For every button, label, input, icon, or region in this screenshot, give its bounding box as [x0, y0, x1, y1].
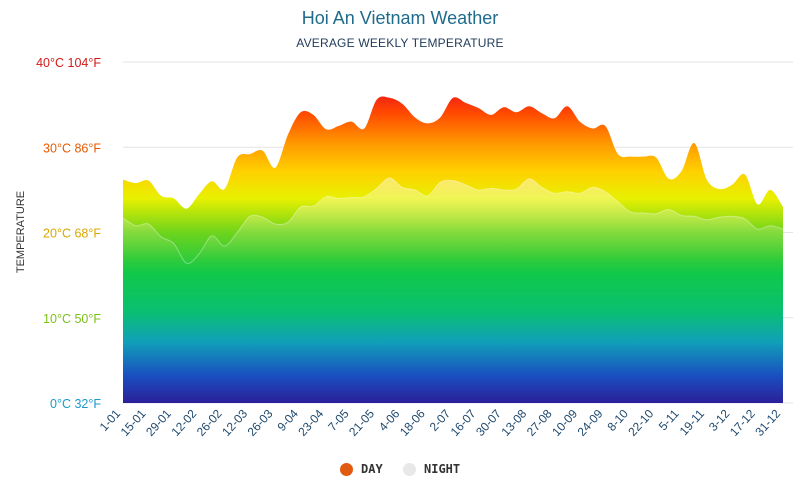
x-tick-label: 22-10 [625, 406, 656, 438]
x-tick-label: 17-12 [727, 406, 758, 438]
chart-title: Hoi An Vietnam Weather [301, 8, 499, 28]
legend-day-dot [340, 462, 353, 476]
x-tick-label: 21-05 [346, 406, 377, 438]
x-tick-label: 26-03 [245, 406, 276, 438]
night-series-area[interactable] [123, 177, 783, 403]
y-tick-label: 0°C 32°F [50, 397, 101, 411]
x-tick-label: 18-06 [397, 406, 428, 438]
x-tick-label: 10-09 [549, 406, 580, 438]
x-tick-label: 31-12 [752, 406, 783, 438]
x-tick-label: 30-07 [473, 406, 504, 438]
y-tick-label: 40°C 104°F [36, 56, 101, 70]
y-axis: 40°C 104°F 30°C 86°F 20°C 68°F 10°C 50°F 0°C… [36, 56, 101, 411]
x-tick-label: 24-09 [575, 406, 606, 438]
legend-night-dot [403, 462, 416, 476]
y-tick-label: 10°C 50°F [43, 312, 101, 326]
y-tick-label: 30°C 86°F [43, 141, 101, 155]
x-tick-label: 27-08 [524, 406, 555, 438]
series-areas [122, 96, 784, 404]
x-tick-label: 12-02 [168, 406, 199, 438]
x-tick-label: 29-01 [143, 406, 174, 438]
x-tick-label: 12-03 [219, 406, 250, 438]
x-tick-label: 13-08 [498, 406, 529, 438]
x-tick-label: 26-02 [194, 406, 225, 438]
legend-day[interactable]: DAY [340, 462, 383, 476]
x-tick-label: 15-01 [118, 406, 149, 438]
y-tick-label: 20°C 68°F [43, 227, 101, 241]
legend-day-label: DAY [361, 462, 383, 476]
x-tick-label: 19-11 [677, 406, 708, 438]
legend-night-label: NIGHT [424, 462, 461, 476]
night-series-line [122, 177, 784, 264]
y-axis-label: TEMPERATURE [15, 191, 27, 273]
x-axis: 1-0115-0129-0112-0226-0212-0326-039-0423… [97, 406, 784, 438]
x-tick-label: 16-07 [448, 406, 479, 438]
chart-subtitle: AVERAGE WEEKLY TEMPERATURE [296, 36, 504, 50]
x-tick-label: 23-04 [295, 406, 326, 438]
legend-night[interactable]: NIGHT [403, 462, 460, 476]
